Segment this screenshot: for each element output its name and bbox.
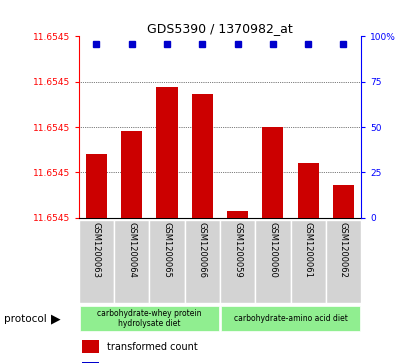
Bar — [220, 220, 255, 303]
Bar — [262, 127, 283, 218]
Bar — [227, 211, 248, 218]
Bar — [86, 154, 107, 218]
Bar — [298, 163, 319, 218]
Bar — [80, 306, 219, 331]
Text: carbohydrate-amino acid diet: carbohydrate-amino acid diet — [234, 314, 347, 323]
Title: GDS5390 / 1370982_at: GDS5390 / 1370982_at — [147, 22, 293, 35]
Text: transformed count: transformed count — [107, 342, 198, 352]
Bar — [290, 220, 326, 303]
Bar — [121, 131, 142, 218]
Bar — [185, 220, 220, 303]
Bar — [255, 220, 290, 303]
Bar — [82, 340, 99, 353]
Text: GSM1200065: GSM1200065 — [163, 222, 171, 278]
Text: GSM1200066: GSM1200066 — [198, 222, 207, 278]
Text: GSM1200064: GSM1200064 — [127, 222, 136, 278]
Text: GSM1200062: GSM1200062 — [339, 222, 348, 278]
Text: GSM1200063: GSM1200063 — [92, 222, 101, 278]
Text: carbohydrate-whey protein
hydrolysate diet: carbohydrate-whey protein hydrolysate di… — [97, 309, 202, 328]
Bar — [114, 220, 149, 303]
Bar — [82, 362, 99, 363]
Text: protocol: protocol — [4, 314, 47, 323]
Bar — [192, 94, 213, 218]
Text: GSM1200061: GSM1200061 — [304, 222, 312, 278]
Bar — [79, 220, 114, 303]
Bar — [149, 220, 185, 303]
Text: ▶: ▶ — [51, 312, 61, 325]
Bar — [156, 87, 178, 218]
Text: GSM1200059: GSM1200059 — [233, 222, 242, 278]
Bar — [326, 220, 361, 303]
Text: GSM1200060: GSM1200060 — [269, 222, 277, 278]
Bar — [333, 185, 354, 218]
Bar — [221, 306, 360, 331]
